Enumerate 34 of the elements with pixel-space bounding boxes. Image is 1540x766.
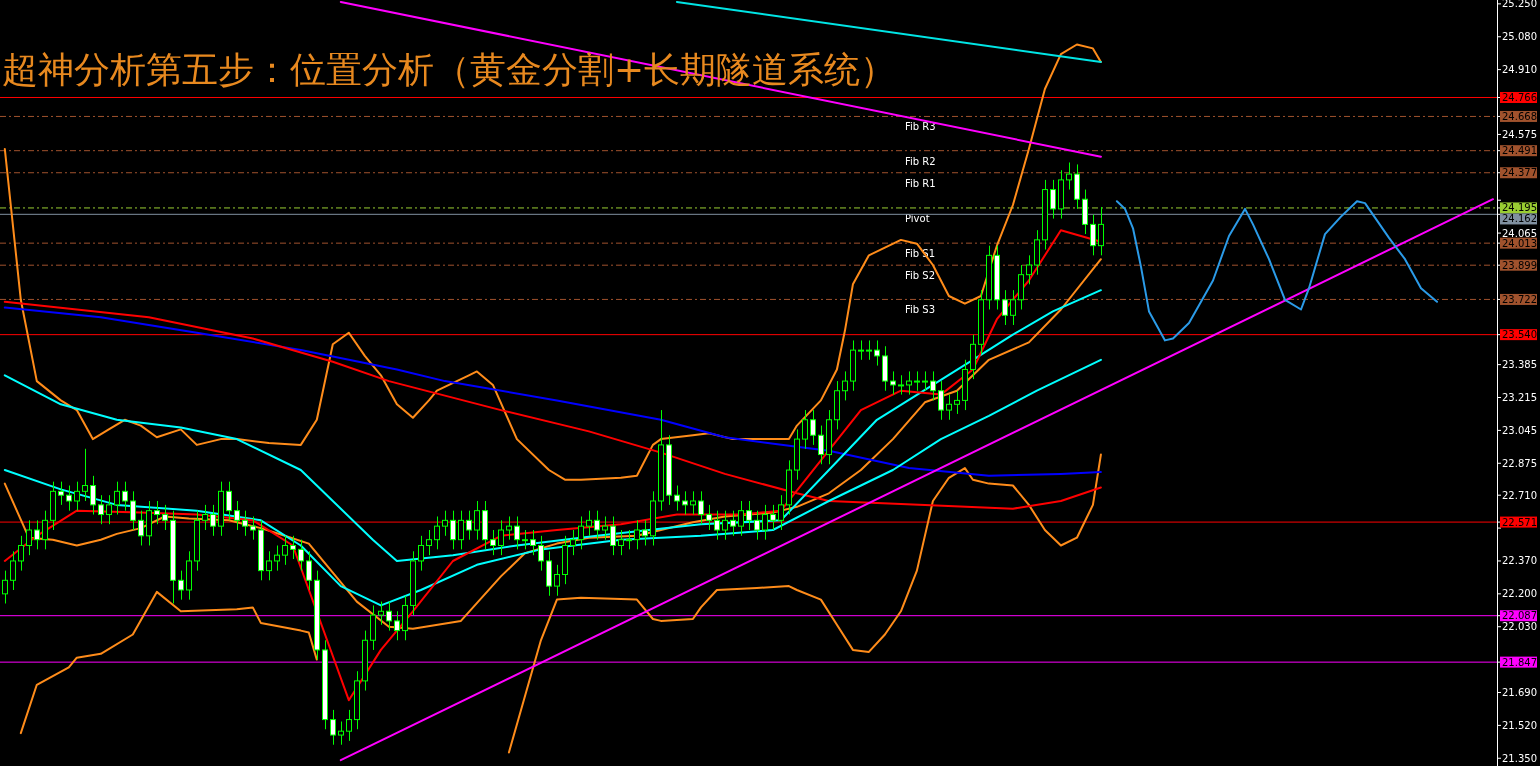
ref-line-label: Pivot — [904, 212, 931, 224]
y-tick-label: 24.491 — [1502, 145, 1537, 157]
y-tick-label: 21.520 — [1502, 719, 1537, 731]
y-tick-label: 24.013 — [1502, 237, 1537, 249]
y-tick-label: 22.200 — [1502, 588, 1537, 600]
y-tick-label: 22.370 — [1502, 555, 1537, 567]
y-tick-label: 22.875 — [1502, 457, 1537, 469]
y-tick-label: 22.087 — [1502, 610, 1537, 622]
y-tick-label: 24.162 — [1502, 213, 1537, 225]
ref-line-label: Fib S2 — [904, 270, 937, 282]
y-tick-label: 23.385 — [1502, 359, 1537, 371]
y-tick-label: 21.847 — [1502, 656, 1537, 668]
y-tick-label: 24.910 — [1502, 64, 1537, 76]
y-tick-label: 21.690 — [1502, 686, 1537, 698]
y-tick-label: 23.540 — [1502, 329, 1537, 341]
y-tick-label: 24.065 — [1502, 227, 1537, 239]
y-tick-label: 23.215 — [1502, 392, 1537, 404]
y-tick-label: 23.722 — [1502, 293, 1537, 305]
y-tick-label: 24.766 — [1502, 91, 1537, 103]
y-tick-label: 25.080 — [1502, 31, 1537, 43]
y-tick-label: 21.350 — [1502, 752, 1537, 764]
y-tick-label: 24.377 — [1502, 167, 1537, 179]
y-tick-label: 22.710 — [1502, 489, 1537, 501]
y-tick-label: 24.668 — [1502, 110, 1537, 122]
y-tick-label: 22.030 — [1502, 621, 1537, 633]
y-tick-label: 23.899 — [1502, 259, 1537, 271]
y-tick-label: 24.575 — [1502, 128, 1537, 140]
y-tick-label: 22.571 — [1502, 516, 1537, 528]
y-tick-label: 24.195 — [1502, 202, 1537, 214]
ref-line-label: Fib S3 — [904, 304, 937, 316]
ref-line-label: Fib R2 — [904, 155, 937, 167]
y-tick-label: 25.250 — [1502, 0, 1537, 10]
y-tick-label: 23.045 — [1502, 424, 1537, 436]
ref-line-label: Fib R1 — [904, 177, 937, 189]
